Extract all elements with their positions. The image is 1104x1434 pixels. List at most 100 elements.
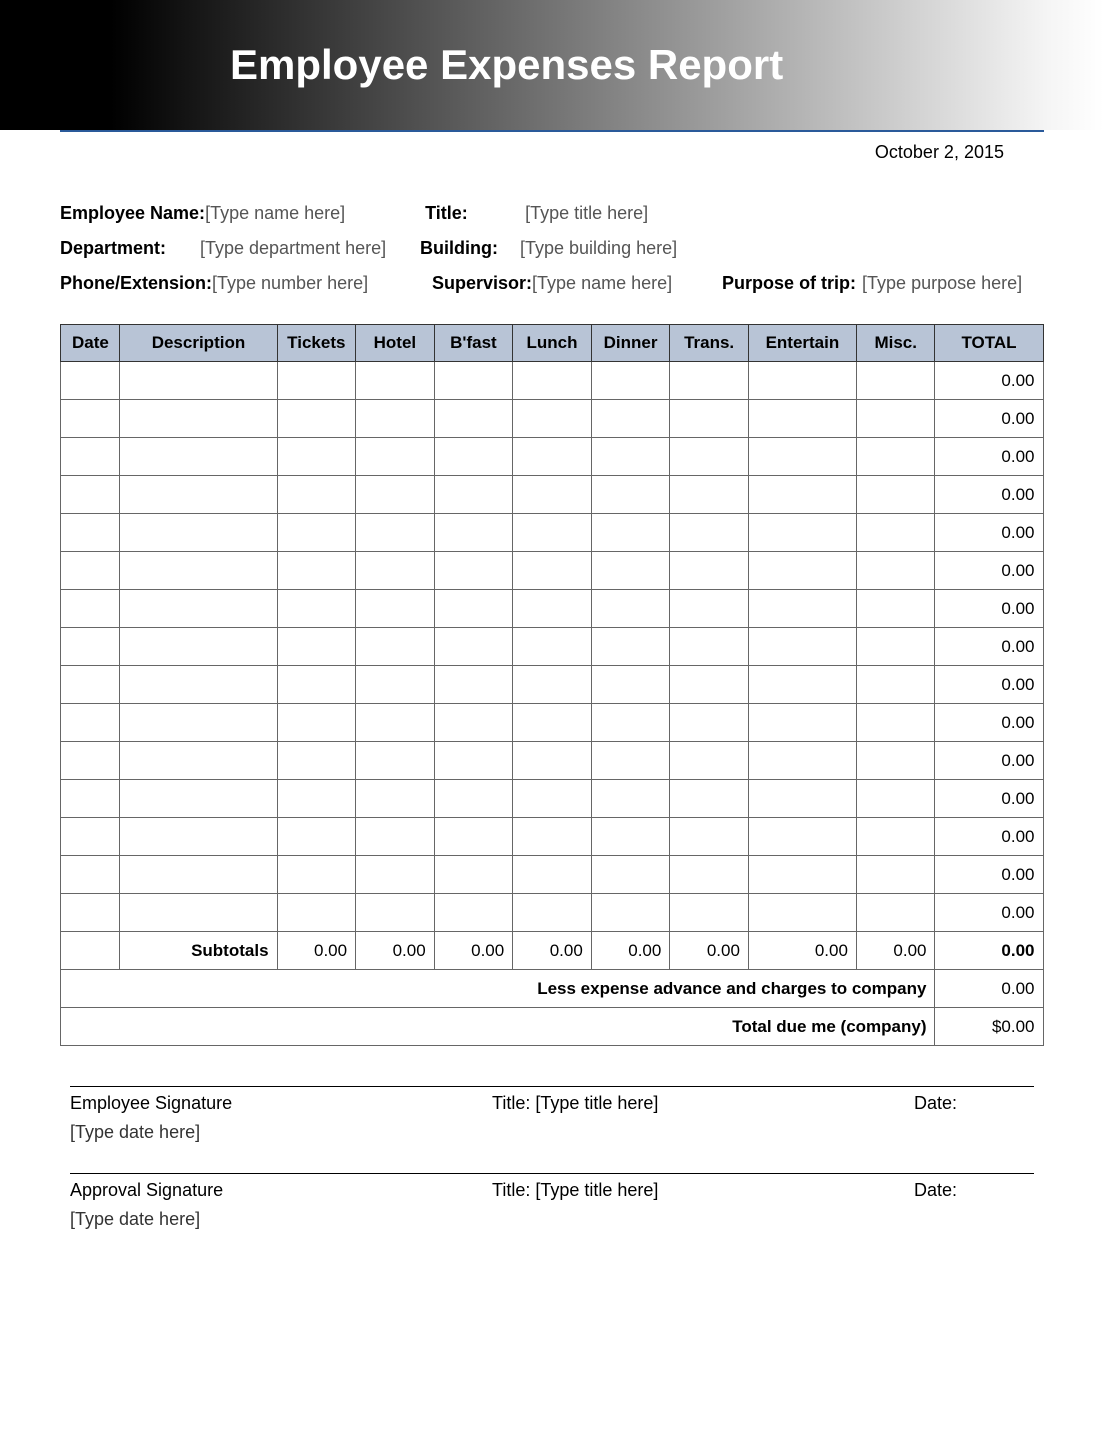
table-cell[interactable] [748,514,856,552]
table-cell[interactable] [670,666,749,704]
table-cell[interactable] [748,894,856,932]
table-cell[interactable] [670,628,749,666]
table-cell[interactable] [277,362,356,400]
table-cell[interactable] [856,476,935,514]
table-cell[interactable] [591,780,670,818]
table-cell[interactable] [513,438,592,476]
table-cell[interactable] [356,438,435,476]
table-cell[interactable] [670,400,749,438]
table-cell[interactable] [277,628,356,666]
table-cell[interactable] [670,362,749,400]
table-cell[interactable] [513,856,592,894]
employee-date-value[interactable]: [Type date here] [70,1122,1034,1143]
table-cell[interactable] [591,362,670,400]
table-cell[interactable] [120,590,277,628]
table-cell[interactable] [356,780,435,818]
table-cell[interactable] [856,514,935,552]
table-cell[interactable] [120,628,277,666]
table-cell[interactable] [513,628,592,666]
table-cell[interactable] [434,400,513,438]
table-cell[interactable] [513,552,592,590]
table-cell[interactable] [120,894,277,932]
value-phone[interactable]: [Type number here] [212,273,412,294]
table-cell[interactable] [748,438,856,476]
table-cell[interactable] [670,476,749,514]
table-cell[interactable] [513,514,592,552]
table-cell[interactable] [61,628,120,666]
value-building[interactable]: [Type building here] [520,238,720,259]
value-department[interactable]: [Type department here] [200,238,400,259]
table-cell[interactable] [120,742,277,780]
table-cell[interactable] [356,818,435,856]
table-cell[interactable] [856,818,935,856]
table-cell[interactable] [513,742,592,780]
table-cell[interactable] [748,666,856,704]
table-cell[interactable] [748,476,856,514]
table-cell[interactable] [61,856,120,894]
table-cell[interactable] [513,476,592,514]
table-cell[interactable] [434,818,513,856]
table-cell[interactable] [61,438,120,476]
table-cell[interactable] [277,742,356,780]
table-cell[interactable] [356,666,435,704]
approval-title-value[interactable]: [Type title here] [535,1180,658,1200]
table-cell[interactable] [61,742,120,780]
table-cell[interactable] [356,628,435,666]
table-cell[interactable] [856,704,935,742]
table-cell[interactable] [856,362,935,400]
table-cell[interactable] [856,590,935,628]
table-cell[interactable] [513,590,592,628]
table-cell[interactable] [277,476,356,514]
table-cell[interactable] [670,780,749,818]
table-cell[interactable] [277,666,356,704]
table-cell[interactable] [277,514,356,552]
table-cell[interactable] [356,856,435,894]
table-cell[interactable] [591,552,670,590]
table-cell[interactable] [513,362,592,400]
table-cell[interactable] [748,590,856,628]
table-cell[interactable] [856,856,935,894]
table-cell[interactable] [61,666,120,704]
table-cell[interactable] [513,400,592,438]
table-cell[interactable] [61,476,120,514]
table-cell[interactable] [277,894,356,932]
table-cell[interactable] [434,666,513,704]
table-cell[interactable] [120,438,277,476]
table-cell[interactable] [277,780,356,818]
table-cell[interactable] [748,400,856,438]
table-cell[interactable] [856,438,935,476]
table-cell[interactable] [591,476,670,514]
table-cell[interactable] [61,514,120,552]
table-cell[interactable] [356,894,435,932]
table-cell[interactable] [277,590,356,628]
table-cell[interactable] [513,894,592,932]
table-cell[interactable] [434,628,513,666]
table-cell[interactable] [670,818,749,856]
table-cell[interactable] [591,704,670,742]
table-cell[interactable] [120,552,277,590]
table-cell[interactable] [748,818,856,856]
table-cell[interactable] [120,400,277,438]
table-cell[interactable] [277,704,356,742]
table-cell[interactable] [670,704,749,742]
table-cell[interactable] [434,362,513,400]
table-cell[interactable] [61,780,120,818]
table-cell[interactable] [120,362,277,400]
table-cell[interactable] [120,666,277,704]
approval-date-value[interactable]: [Type date here] [70,1209,1034,1230]
table-cell[interactable] [434,856,513,894]
table-cell[interactable] [856,552,935,590]
table-cell[interactable] [748,628,856,666]
table-cell[interactable] [591,894,670,932]
table-cell[interactable] [434,514,513,552]
table-cell[interactable] [356,514,435,552]
table-cell[interactable] [277,438,356,476]
table-cell[interactable] [670,514,749,552]
table-cell[interactable] [61,400,120,438]
value-employee-name[interactable]: [Type name here] [205,203,405,224]
table-cell[interactable] [61,362,120,400]
table-cell[interactable] [356,704,435,742]
table-cell[interactable] [434,780,513,818]
table-cell[interactable] [591,590,670,628]
table-cell[interactable] [591,818,670,856]
